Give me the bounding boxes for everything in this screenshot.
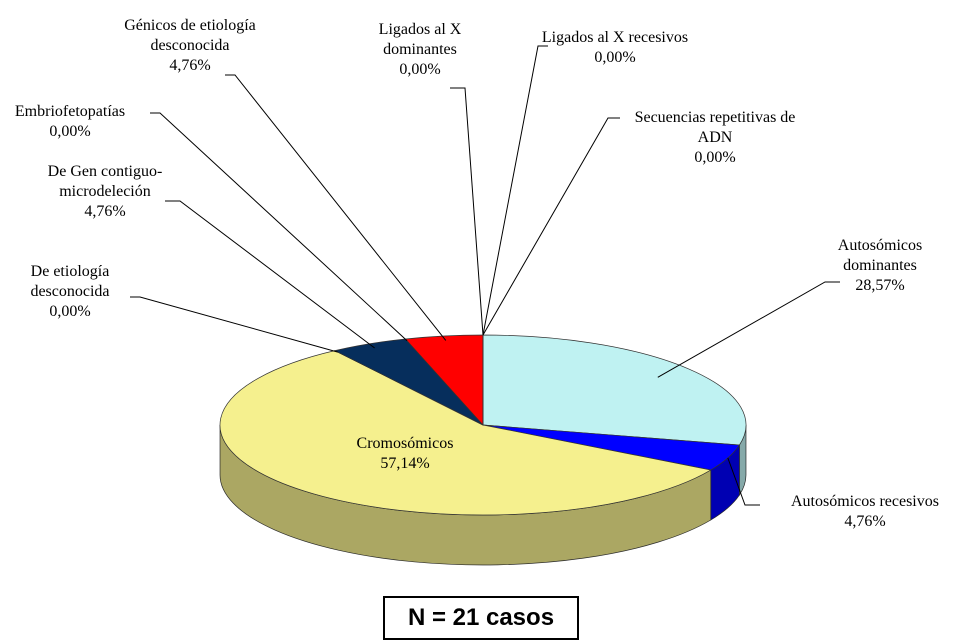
value-label: 4,76% [844,513,886,530]
category-name: Autosómicos dominantes [837,237,923,274]
slice [219,350,712,516]
category-name: Génicos de etiología desconocida [124,17,256,54]
slice-label: Secuencias repetitivas de ADN 0,00% [620,108,810,168]
slice-side-shade [710,445,740,520]
leader-line [482,45,548,336]
value-label: 0,00% [49,123,91,140]
category-name: Ligados al X recesivos [541,29,689,46]
category-name: Ligados al X dominantes [378,21,462,58]
leader-line [225,74,447,341]
annotation-box: N = 21 casos [383,596,579,640]
value-label: 4,76% [84,203,126,220]
value-label: 57,14% [380,455,430,472]
category-name: Autosómicos recesivos [791,493,939,510]
slice-side-shade [220,425,711,565]
category-name: Embriofetopatías [14,103,126,120]
slice-label: Embriofetopatías 0,00% [0,102,140,142]
leader-line [657,281,840,378]
slice-label: Autosómicos dominantes 28,57% [820,236,940,296]
leader-line [727,457,760,506]
category-name: Cromosómicos [356,435,454,452]
slice [482,334,747,446]
value-label: 0,00% [399,61,441,78]
leader-line [150,112,408,342]
value-label: 4,76% [169,57,211,74]
leader-line [482,117,620,336]
value-label: 28,57% [855,277,905,294]
leader-line [130,296,338,353]
slice-label: Autosómicos recesivos 4,76% [760,492,968,532]
slice-label: Génicos de etiología desconocida 4,76% [100,16,280,76]
slice-label: De Gen contiguo-microdeleción 4,76% [20,162,190,222]
category-name: De etiología desconocida [30,263,110,300]
value-label: 0,00% [694,149,736,166]
leader-line [450,87,484,336]
category-name: De Gen contiguo-microdeleción [47,163,163,200]
slice-label: Ligados al X recesivos 0,00% [530,28,700,68]
slice-label: De etiología desconocida 0,00% [10,262,130,322]
value-label: 0,00% [49,303,91,320]
slice-label: Cromosómicos 57,14% [330,434,480,474]
category-name: Secuencias repetitivas de ADN [634,109,796,146]
slice-label: Ligados al X dominantes 0,00% [365,20,475,80]
value-label: 0,00% [594,49,636,66]
leader-line [165,200,375,349]
